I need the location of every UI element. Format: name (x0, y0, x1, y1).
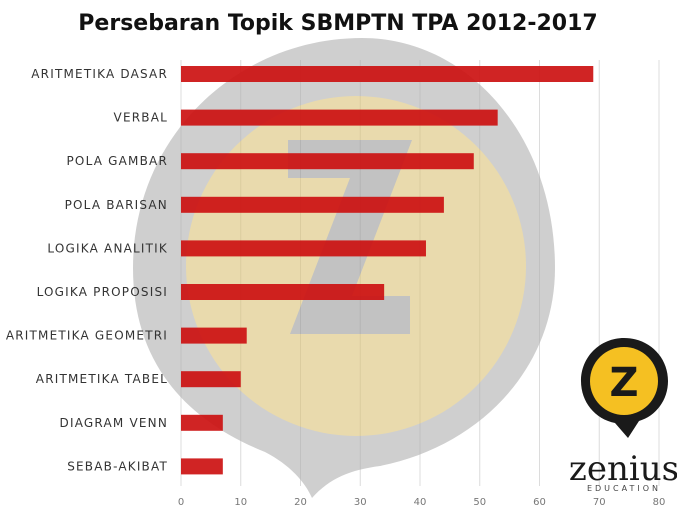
x-tick-label: 40 (414, 497, 427, 508)
bar (181, 66, 594, 82)
chart-title: Persebaran Topik SBMPTN TPA 2012-2017 (78, 11, 597, 36)
x-tick-label: 60 (533, 497, 546, 508)
x-axis-ticks: 0 10 20 30 40 50 60 70 80 (178, 497, 666, 508)
bar (181, 109, 498, 126)
x-tick-label: 20 (294, 497, 307, 508)
x-tick-label: 70 (593, 497, 606, 508)
bar (181, 414, 223, 431)
category-labels: ARITMETIKA DASAR VERBAL POLA GAMBAR POLA BA… (6, 67, 168, 473)
x-tick-label: 80 (653, 497, 666, 508)
category-label: SEBAB-AKIBAT (67, 459, 168, 473)
x-tick-label: 30 (354, 497, 367, 508)
bar (181, 458, 223, 475)
logo-wordmark: zenius (569, 449, 677, 489)
x-tick-label: 50 (473, 497, 486, 508)
category-label: LOGIKA ANALITIK (47, 241, 168, 255)
category-label: ARITMETIKA GEOMETRI (6, 329, 168, 343)
category-label: ARITMETIKA TABEL (36, 372, 168, 386)
logo-tagline: EDUCATION (587, 484, 661, 493)
category-label: ARITMETIKA DASAR (31, 67, 168, 81)
bar (181, 284, 385, 300)
bar (181, 196, 444, 213)
bar (181, 327, 247, 344)
category-label: POLA BARISAN (65, 198, 168, 212)
zenius-logo: Z zenius EDUCATION (569, 338, 677, 493)
bar (181, 153, 474, 170)
zenius-badge-icon: Z (581, 338, 668, 438)
x-tick-label: 0 (178, 497, 184, 508)
badge-letter: Z (609, 360, 638, 406)
category-label: LOGIKA PROPOSISI (37, 285, 168, 299)
bars (181, 66, 594, 475)
bar (181, 371, 241, 388)
x-tick-label: 10 (234, 497, 247, 508)
category-label: VERBAL (114, 111, 168, 125)
bar (181, 240, 426, 257)
category-label: POLA GAMBAR (66, 154, 168, 168)
category-label: DIAGRAM VENN (60, 416, 168, 430)
